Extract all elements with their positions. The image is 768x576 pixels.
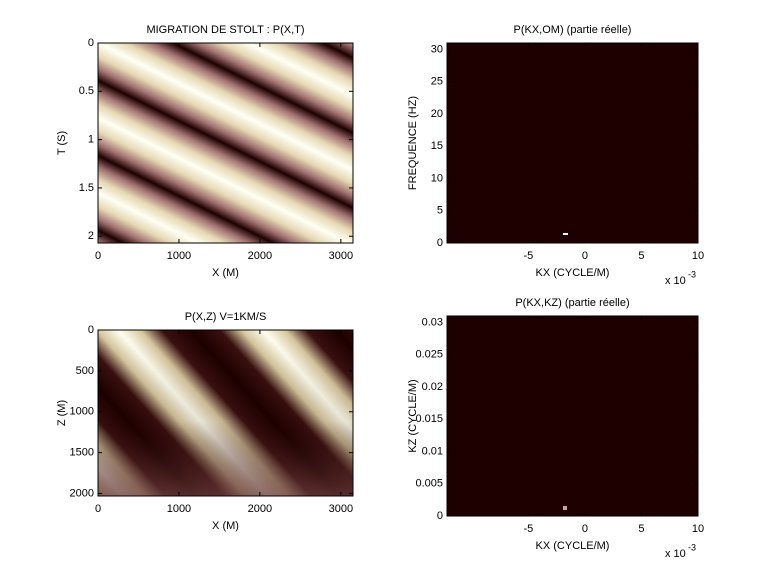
- y-tick-label: 5: [437, 205, 443, 217]
- x-tick-label: -5: [524, 250, 534, 262]
- y-tick-label: 1: [88, 134, 94, 146]
- chart-title: P(KX,KZ) (partie réelle): [515, 297, 629, 309]
- y-tick-label: 0.01: [422, 445, 443, 457]
- y-tick-label: 0: [88, 324, 94, 336]
- chart-title: P(X,Z) V=1KM/S: [185, 311, 267, 323]
- x-tick-label: 1000: [167, 250, 191, 262]
- y-tick-label: 0.005: [415, 478, 443, 490]
- y-axis-label: FREQUENCE (HZ): [407, 96, 419, 190]
- y-tick-label: 0: [437, 510, 443, 522]
- y-tick-label: 2: [88, 230, 94, 242]
- image-xz-fade: [98, 330, 353, 496]
- x-tick-label: 2000: [248, 250, 272, 262]
- y-tick-label: 0: [437, 237, 443, 249]
- y-tick-label: 1000: [70, 406, 94, 418]
- x-tick-label: -5: [524, 523, 534, 535]
- y-tick-label: 2000: [70, 487, 94, 499]
- x-tick-label: 10: [692, 250, 704, 262]
- x-scale-text: x 10: [665, 548, 686, 560]
- y-tick-label: 20: [431, 108, 443, 120]
- chart-title: MIGRATION DE STOLT : P(X,T): [146, 24, 304, 36]
- y-axis-label: Z (M): [56, 400, 68, 426]
- x-tick-label: 0: [582, 250, 588, 262]
- x-axis-label: KX (CYCLE/M): [536, 267, 610, 279]
- y-tick-label: 0.015: [415, 413, 443, 425]
- image-kx-om: [447, 43, 698, 243]
- x-axis-label: X (M): [212, 267, 239, 279]
- axes-box: [97, 329, 354, 497]
- spectrum-peak: [563, 233, 568, 235]
- y-tick-label: 0.025: [415, 349, 443, 361]
- image-xt: [98, 43, 353, 243]
- axes-box: [446, 315, 699, 517]
- x-tick-label: 0: [582, 523, 588, 535]
- y-tick-label: 25: [431, 76, 443, 88]
- y-tick-label: 10: [431, 172, 443, 184]
- x-axis-label: KX (CYCLE/M): [536, 540, 610, 552]
- image-kx-kz: [447, 316, 698, 516]
- y-tick-label: 0.02: [422, 381, 443, 393]
- x-axis-label: X (M): [212, 520, 239, 532]
- x-tick-label: 3000: [329, 250, 353, 262]
- chart-title: P(KX,OM) (partie réelle): [514, 24, 632, 36]
- x-tick-label: 0: [95, 250, 101, 262]
- axes-box: [97, 42, 354, 244]
- y-tick-label: 30: [431, 43, 443, 55]
- y-tick-label: 15: [431, 140, 443, 152]
- y-tick-label: 0.03: [422, 316, 443, 328]
- y-tick-label: 0.5: [79, 85, 94, 97]
- x-tick-label: 5: [638, 250, 644, 262]
- x-tick-label: 3000: [329, 503, 353, 515]
- axes-box: [446, 42, 699, 244]
- y-tick-label: 500: [76, 365, 94, 377]
- x-tick-label: 2000: [248, 503, 272, 515]
- spectrum-peak: [563, 506, 567, 510]
- y-tick-label: 1500: [70, 447, 94, 459]
- x-tick-label: 0: [95, 503, 101, 515]
- y-tick-label: 0: [88, 37, 94, 49]
- x-scale-exponent: -3: [688, 542, 696, 552]
- x-scale-exponent: -3: [688, 269, 696, 279]
- x-scale-text: x 10: [665, 275, 686, 287]
- y-axis-label: KZ (CYCLE/M): [407, 379, 419, 452]
- x-tick-label: 10: [692, 523, 704, 535]
- x-tick-label: 5: [638, 523, 644, 535]
- x-tick-label: 1000: [167, 503, 191, 515]
- y-axis-label: T (S): [56, 131, 68, 155]
- y-tick-label: 1.5: [79, 182, 94, 194]
